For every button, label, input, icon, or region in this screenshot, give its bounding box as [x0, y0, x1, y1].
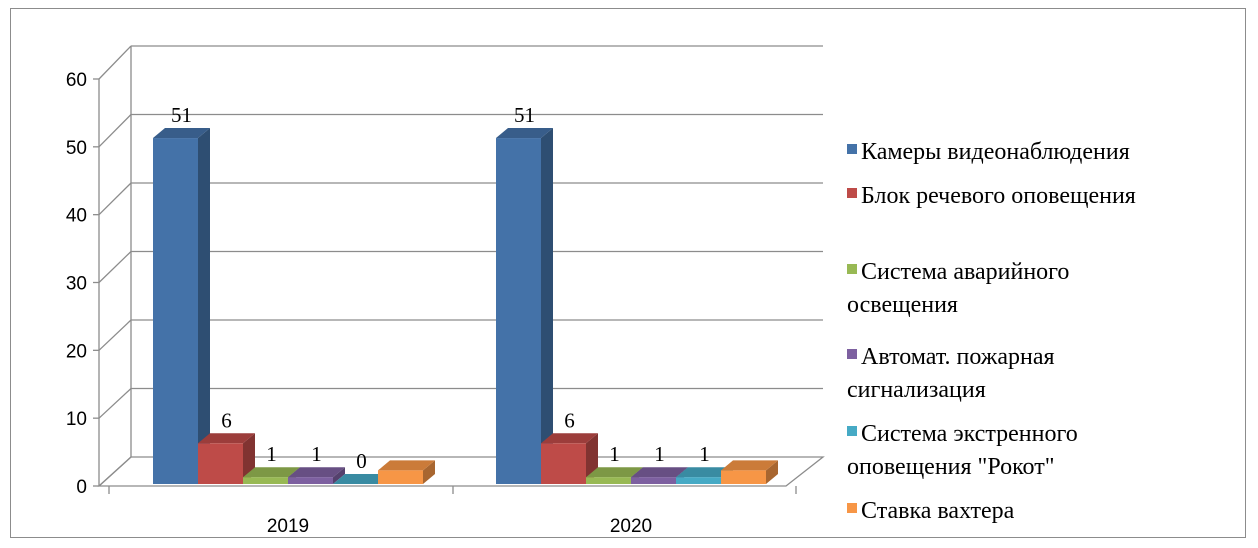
y-tick-label: 60 — [66, 70, 87, 91]
bar-front — [676, 477, 721, 484]
gridline-side — [98, 182, 132, 216]
bar-top — [721, 460, 778, 471]
bar — [333, 474, 390, 484]
x-axis-ticks: 2019 2020 — [108, 486, 797, 537]
legend-swatch — [847, 144, 857, 154]
legend-label: Автомат. пожарная сигнализация — [847, 344, 1055, 403]
bar-front — [721, 470, 766, 484]
y-tick-label: 0 — [76, 477, 87, 498]
bar-front — [153, 138, 198, 485]
legend-swatch — [847, 349, 857, 359]
bar-top — [243, 467, 300, 478]
gridline-side — [98, 319, 132, 351]
data-label: 1 — [266, 442, 277, 466]
legend-swatch — [847, 188, 857, 198]
legend-swatch — [847, 264, 857, 274]
bar-top — [288, 467, 345, 478]
data-labels: 51 6 1 1 0 51 6 1 1 1 — [171, 103, 710, 473]
bar-top — [378, 460, 435, 471]
legend-label: Ставка вахтера — [861, 498, 1015, 524]
bar-front — [378, 470, 423, 484]
bar-top — [198, 433, 255, 444]
bar-top — [496, 128, 553, 139]
legend-entry: Система аварийного освещения — [847, 259, 1069, 318]
legend-swatch — [847, 426, 857, 436]
legend: Камеры видеонаблюдения Блок речевого опов… — [847, 139, 1136, 524]
bar-front — [631, 477, 676, 484]
data-label: 1 — [654, 442, 665, 466]
legend-label: Система аварийного освещения — [847, 259, 1069, 318]
chart-frame: 0 10 20 30 40 50 60 51 6 1 1 0 51 6 1 1 1 2019 2020 Каме… — [10, 8, 1246, 538]
bar-top — [586, 467, 643, 478]
bar-side — [333, 467, 345, 484]
data-label: 1 — [311, 442, 322, 466]
legend-entry: Ставка вахтера — [847, 498, 1015, 524]
data-label: 6 — [564, 408, 575, 432]
gridline-side — [98, 456, 132, 487]
gridline-side — [98, 114, 132, 148]
data-label: 0 — [356, 449, 367, 473]
gridline-side — [98, 388, 132, 419]
data-label: 1 — [699, 442, 710, 466]
bar — [153, 128, 210, 485]
legend-entry: Система экстренного оповещения "Рокот" — [847, 421, 1078, 480]
legend-entry: Камеры видеонаблюдения — [847, 139, 1130, 165]
bar-front — [198, 443, 243, 484]
y-tick-label: 30 — [66, 274, 87, 295]
y-axis-ticks: 0 10 20 30 40 50 60 — [66, 70, 99, 498]
bar-side — [423, 460, 435, 484]
bars — [153, 128, 778, 485]
bar-front — [288, 477, 333, 484]
bar — [496, 128, 553, 485]
bar-front — [496, 138, 541, 485]
y-tick-label: 20 — [66, 341, 87, 362]
y-tick-label: 40 — [66, 206, 87, 227]
legend-label: Камеры видеонаблюдения — [861, 139, 1130, 165]
legend-swatch — [847, 503, 857, 513]
legend-entry: Автомат. пожарная сигнализация — [847, 344, 1055, 403]
bar — [541, 433, 598, 484]
bar-front — [243, 477, 288, 484]
x-tick-label: 2019 — [267, 516, 309, 537]
legend-label: Система экстренного оповещения "Рокот" — [847, 421, 1078, 480]
y-tick-label: 10 — [66, 409, 87, 430]
data-label: 6 — [221, 408, 232, 432]
x-tick-label: 2020 — [610, 516, 652, 537]
bar — [378, 460, 435, 484]
bar-side — [198, 128, 210, 485]
bar-top — [631, 467, 688, 478]
bar-side — [541, 128, 553, 485]
bar — [721, 460, 778, 484]
bar-side — [766, 460, 778, 484]
gridlines — [98, 45, 823, 487]
y-tick-label: 50 — [66, 138, 87, 159]
bar-front — [541, 443, 586, 484]
data-label: 51 — [514, 103, 535, 127]
bar-top — [541, 433, 598, 444]
bar — [288, 467, 345, 484]
legend-entry: Блок речевого оповещения — [847, 183, 1136, 209]
data-label: 51 — [171, 103, 192, 127]
bar-front — [586, 477, 631, 484]
data-label: 1 — [609, 442, 620, 466]
gridline-side — [98, 45, 132, 80]
bar-top — [333, 474, 390, 484]
gridline-side — [98, 251, 132, 283]
bar-top — [676, 467, 733, 478]
bar-top — [153, 128, 210, 139]
legend-label: Блок речевого оповещения — [861, 183, 1136, 209]
